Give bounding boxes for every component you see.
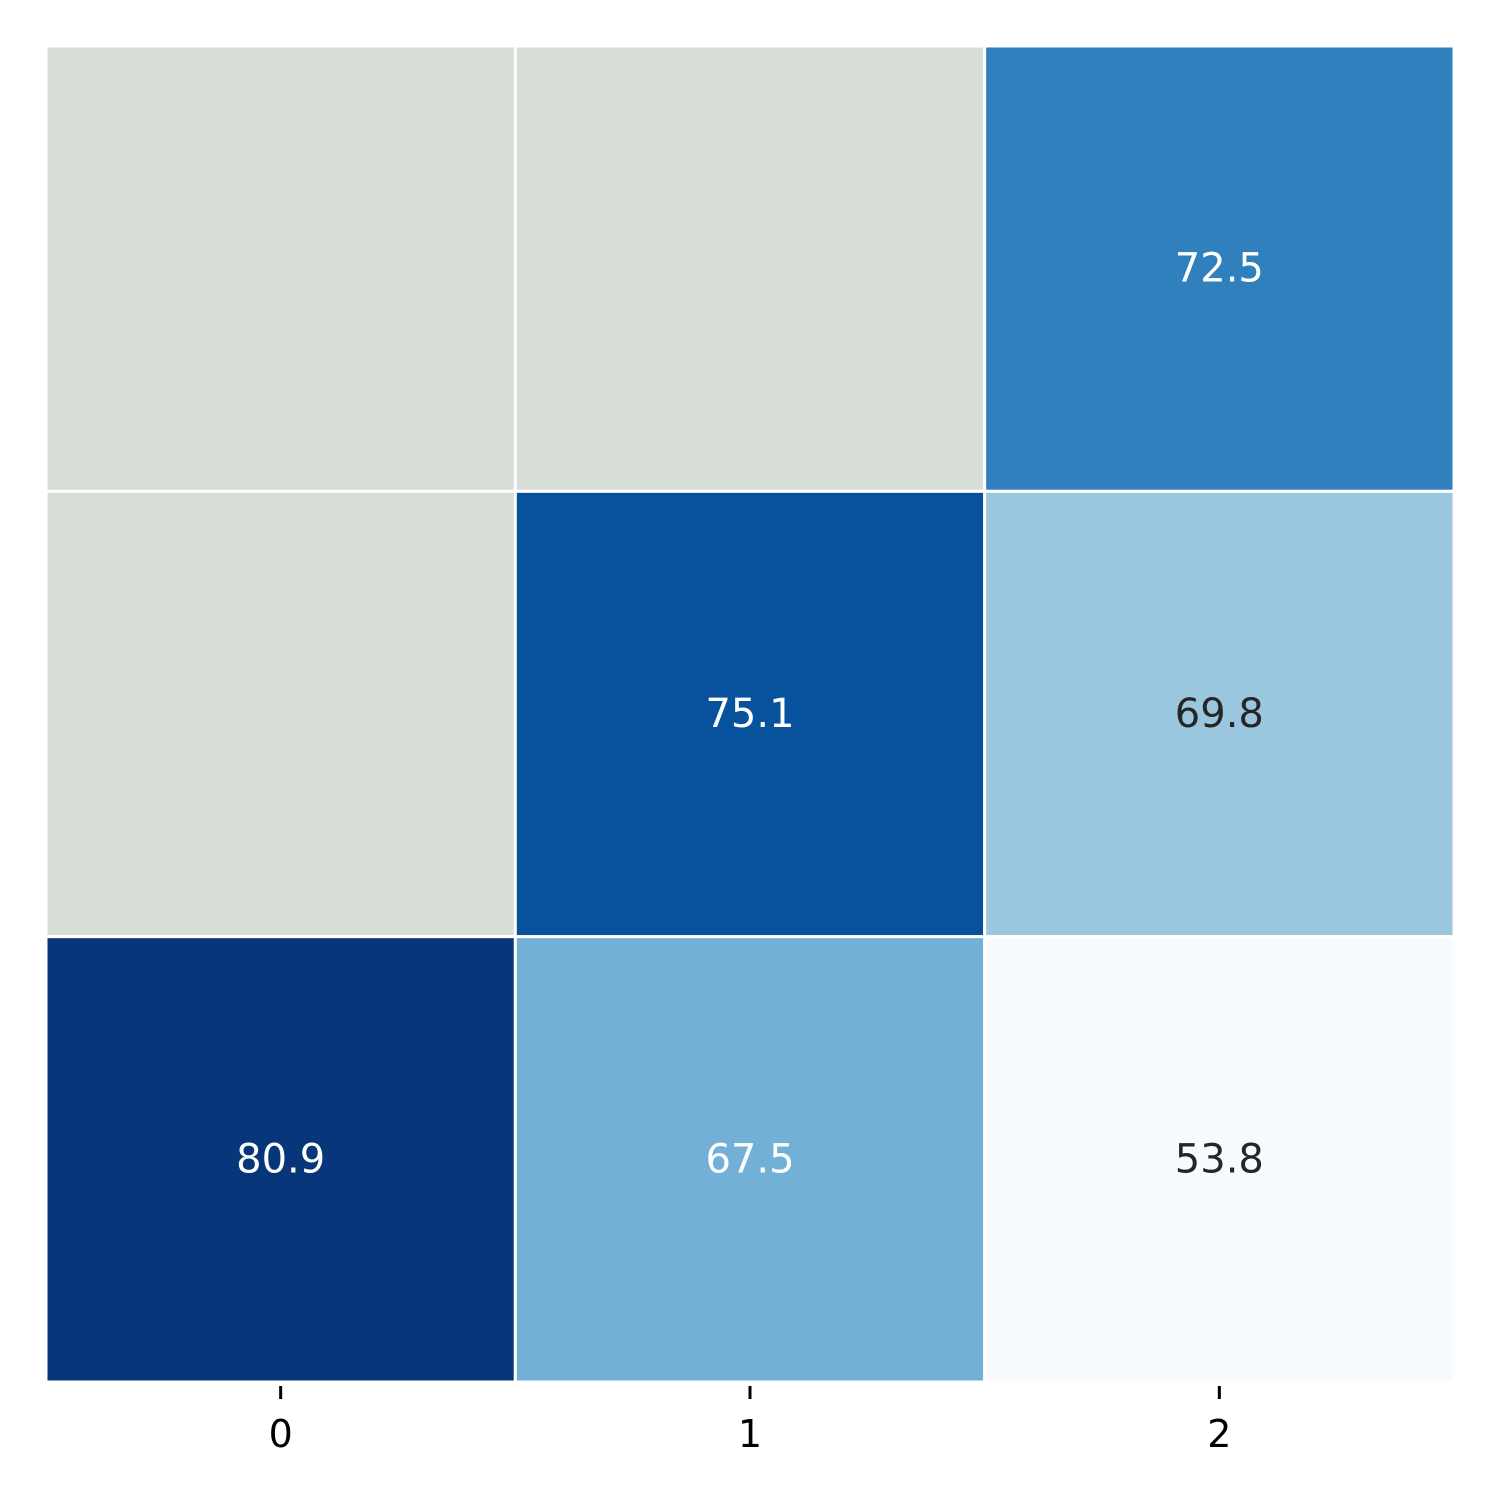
heatmap-cell-r0-c2 [983, 44, 1456, 493]
heatmap-cell-r0-c0 [44, 44, 517, 493]
x-tick-label-1: 1 [738, 1412, 762, 1456]
heatmap-cell-r1-c1 [513, 489, 987, 939]
x-axis: 0 1 2 [269, 1386, 1231, 1456]
heatmap-cell-labels: 72.5 75.1 69.8 80.9 67.5 53.8 [236, 246, 1264, 1183]
heatmap-cell-r2-c0 [44, 935, 517, 1384]
x-tick-label-0: 0 [269, 1412, 293, 1456]
heatmap-cells [44, 44, 1456, 1384]
heatmap-cell-r1-c2 [983, 489, 1456, 939]
heatmap-cell-r1-c0 [44, 489, 517, 939]
cell-value-label-r1-c2: 69.8 [1175, 691, 1264, 737]
cell-value-label-r2-c1: 67.5 [705, 1136, 794, 1182]
cell-value-label-r2-c2: 53.8 [1175, 1136, 1264, 1182]
heatmap-cell-r2-c2 [983, 935, 1456, 1384]
heatmap-cell-r0-c1 [513, 44, 987, 493]
heatmap-cell-r2-c1 [513, 935, 987, 1384]
cell-value-label-r1-c1: 75.1 [705, 691, 794, 737]
cell-value-label-r0-c2: 72.5 [1175, 246, 1264, 292]
cell-value-label-r2-c0: 80.9 [236, 1136, 325, 1182]
x-tick-label-2: 2 [1207, 1412, 1231, 1456]
